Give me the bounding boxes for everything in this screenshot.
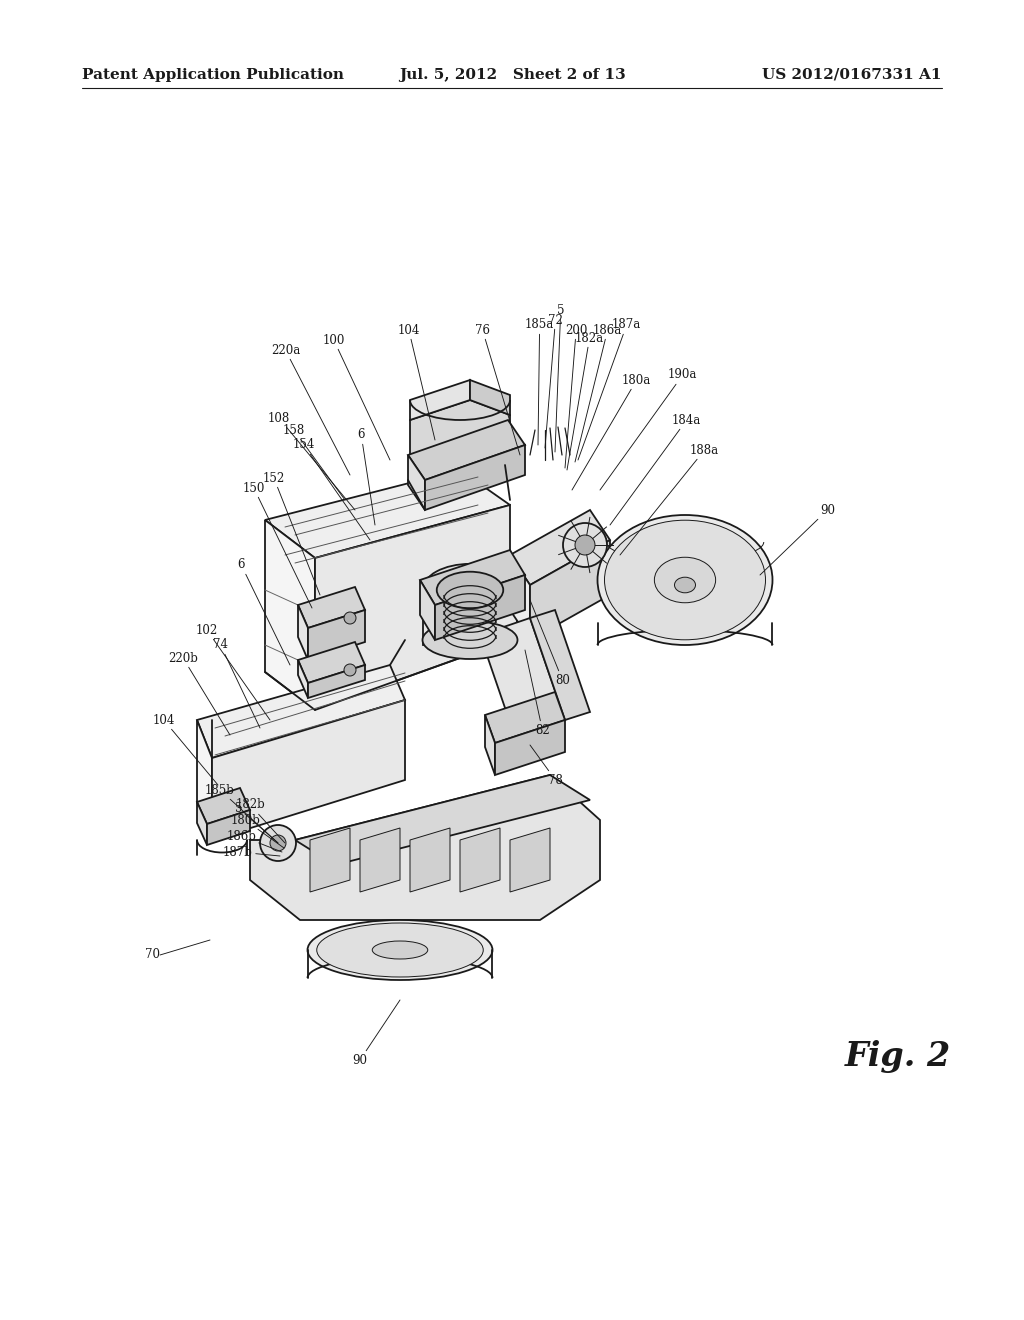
Polygon shape bbox=[197, 665, 406, 758]
Polygon shape bbox=[470, 380, 510, 414]
Polygon shape bbox=[495, 719, 565, 775]
Polygon shape bbox=[410, 828, 450, 892]
Text: US 2012/0167331 A1: US 2012/0167331 A1 bbox=[763, 69, 942, 82]
Text: 187b: 187b bbox=[223, 846, 280, 858]
Polygon shape bbox=[197, 788, 250, 824]
Polygon shape bbox=[408, 420, 525, 480]
Polygon shape bbox=[410, 380, 470, 420]
Polygon shape bbox=[197, 803, 207, 845]
Text: 182b: 182b bbox=[236, 799, 285, 843]
Polygon shape bbox=[310, 828, 350, 892]
Polygon shape bbox=[250, 775, 600, 920]
Polygon shape bbox=[315, 506, 510, 710]
Text: 220b: 220b bbox=[168, 652, 230, 735]
Text: 72: 72 bbox=[545, 314, 563, 447]
Ellipse shape bbox=[316, 923, 483, 977]
Polygon shape bbox=[480, 618, 565, 737]
Text: 185b: 185b bbox=[205, 784, 278, 843]
Polygon shape bbox=[435, 576, 525, 640]
Text: 185a: 185a bbox=[525, 318, 554, 445]
Text: 78: 78 bbox=[530, 744, 563, 787]
Ellipse shape bbox=[597, 515, 772, 645]
Circle shape bbox=[563, 523, 607, 568]
Polygon shape bbox=[298, 642, 365, 682]
Polygon shape bbox=[308, 665, 365, 698]
Polygon shape bbox=[360, 828, 400, 892]
Text: 80: 80 bbox=[530, 601, 570, 686]
Polygon shape bbox=[298, 660, 308, 698]
Ellipse shape bbox=[654, 557, 716, 603]
Text: 150: 150 bbox=[243, 482, 312, 609]
Text: 108: 108 bbox=[267, 412, 355, 510]
Text: 184a: 184a bbox=[610, 413, 701, 525]
Text: Jul. 5, 2012   Sheet 2 of 13: Jul. 5, 2012 Sheet 2 of 13 bbox=[398, 69, 626, 82]
Text: 190a: 190a bbox=[600, 368, 697, 490]
Text: Fig. 2: Fig. 2 bbox=[845, 1040, 951, 1073]
Text: 187a: 187a bbox=[578, 318, 641, 459]
Polygon shape bbox=[423, 579, 517, 645]
Text: 6: 6 bbox=[238, 558, 290, 665]
Circle shape bbox=[344, 612, 356, 624]
Ellipse shape bbox=[675, 577, 695, 593]
Polygon shape bbox=[420, 550, 525, 605]
Text: 76: 76 bbox=[475, 323, 520, 455]
Ellipse shape bbox=[604, 520, 766, 640]
Polygon shape bbox=[530, 540, 610, 640]
Text: 100: 100 bbox=[323, 334, 390, 459]
Text: 200: 200 bbox=[565, 323, 588, 469]
Text: 186a: 186a bbox=[575, 323, 623, 462]
Polygon shape bbox=[265, 470, 510, 558]
Text: 180a: 180a bbox=[572, 374, 651, 490]
Polygon shape bbox=[212, 700, 406, 840]
Text: 186b: 186b bbox=[226, 829, 282, 851]
Text: 82: 82 bbox=[525, 649, 550, 737]
Polygon shape bbox=[425, 445, 525, 510]
Text: 158: 158 bbox=[283, 424, 345, 500]
Text: Patent Application Publication: Patent Application Publication bbox=[82, 69, 344, 82]
Text: 220a: 220a bbox=[270, 343, 350, 475]
Ellipse shape bbox=[373, 941, 428, 960]
Circle shape bbox=[270, 836, 286, 851]
Polygon shape bbox=[207, 810, 250, 845]
Polygon shape bbox=[408, 455, 425, 510]
Text: 90: 90 bbox=[352, 1001, 400, 1067]
Polygon shape bbox=[460, 828, 500, 892]
Circle shape bbox=[260, 825, 296, 861]
Polygon shape bbox=[197, 719, 212, 840]
Polygon shape bbox=[298, 587, 365, 628]
Polygon shape bbox=[510, 828, 550, 892]
Polygon shape bbox=[410, 400, 510, 470]
Circle shape bbox=[575, 535, 595, 554]
Text: 5: 5 bbox=[555, 304, 564, 451]
Polygon shape bbox=[485, 715, 495, 775]
Text: 180b: 180b bbox=[230, 813, 284, 847]
Polygon shape bbox=[420, 579, 435, 640]
Ellipse shape bbox=[307, 920, 493, 979]
Text: 6: 6 bbox=[357, 429, 375, 525]
Ellipse shape bbox=[437, 572, 503, 609]
Text: 74: 74 bbox=[213, 639, 260, 729]
Text: 154: 154 bbox=[293, 438, 370, 540]
Text: 152: 152 bbox=[263, 471, 319, 595]
Polygon shape bbox=[298, 605, 308, 660]
Text: 104: 104 bbox=[153, 714, 218, 785]
Ellipse shape bbox=[423, 564, 517, 616]
Circle shape bbox=[344, 664, 356, 676]
Text: 5: 5 bbox=[234, 801, 278, 843]
Text: 104: 104 bbox=[397, 323, 435, 440]
Polygon shape bbox=[530, 610, 590, 719]
Ellipse shape bbox=[423, 620, 517, 659]
Polygon shape bbox=[510, 554, 530, 640]
Text: 188a: 188a bbox=[620, 444, 719, 554]
Polygon shape bbox=[265, 520, 315, 710]
Text: 70: 70 bbox=[145, 949, 160, 961]
Polygon shape bbox=[485, 692, 565, 743]
Polygon shape bbox=[295, 775, 590, 865]
Polygon shape bbox=[510, 510, 610, 585]
Text: 90: 90 bbox=[760, 503, 835, 576]
Polygon shape bbox=[308, 610, 365, 660]
Text: 102: 102 bbox=[196, 623, 270, 719]
Text: 182a: 182a bbox=[567, 331, 604, 470]
